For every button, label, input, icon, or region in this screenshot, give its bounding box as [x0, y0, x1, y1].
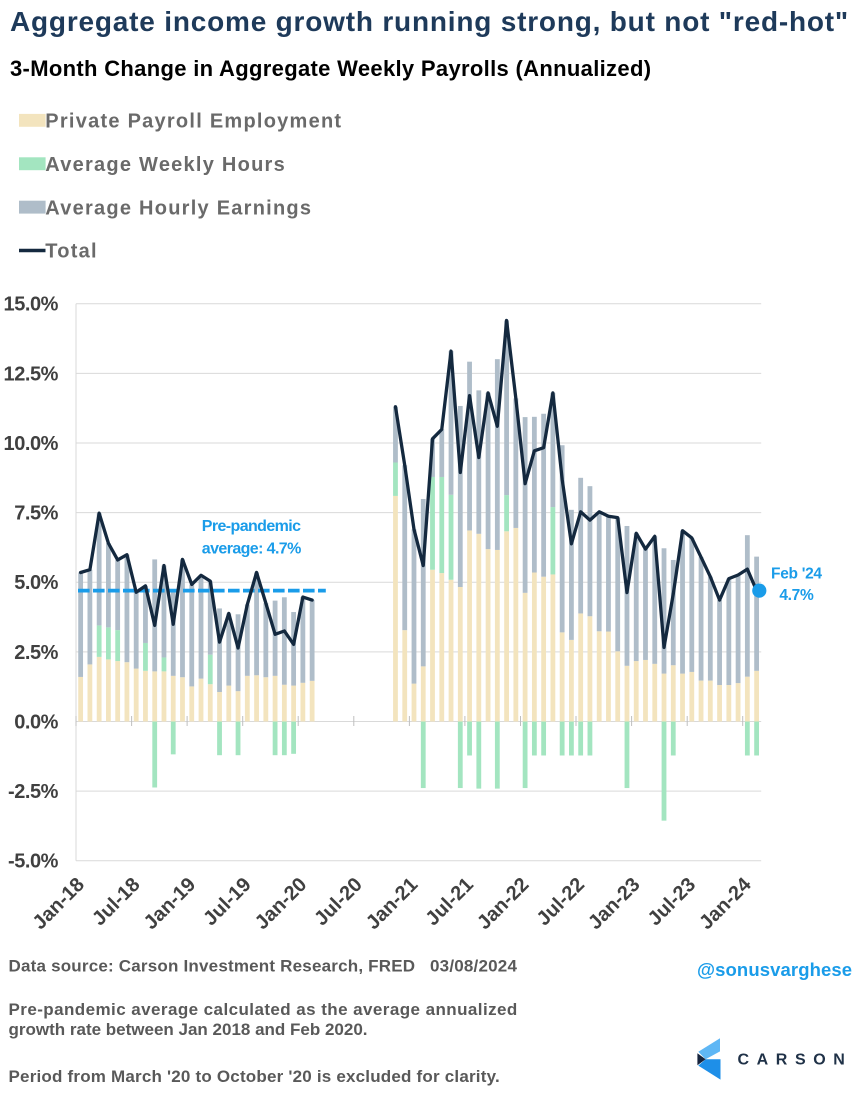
svg-text:12.5%: 12.5%	[4, 363, 59, 385]
svg-text:15.0%: 15.0%	[4, 294, 59, 316]
svg-text:0.0%: 0.0%	[14, 711, 58, 733]
svg-text:3-Month Change in Aggregate We: 3-Month Change in Aggregate Weekly Payro…	[10, 56, 651, 81]
svg-text:average: 4.7%: average: 4.7%	[202, 540, 301, 557]
svg-text:Feb '24: Feb '24	[771, 566, 822, 583]
svg-text:CARSON: CARSON	[738, 1052, 853, 1069]
svg-text:Average Hourly Earnings: Average Hourly Earnings	[45, 197, 312, 219]
svg-text:growth rate between Jan 2018 a: growth rate between Jan 2018 and Feb 202…	[9, 1020, 368, 1039]
svg-text:Aggregate income growth runnin: Aggregate income growth running strong, …	[10, 6, 849, 37]
svg-text:Private Payroll Employment: Private Payroll Employment	[45, 111, 342, 133]
svg-text:4.7%: 4.7%	[779, 587, 814, 604]
svg-text:2.5%: 2.5%	[14, 642, 58, 664]
svg-text:7.5%: 7.5%	[14, 503, 58, 525]
svg-text:Average Weekly Hours: Average Weekly Hours	[45, 154, 286, 176]
svg-text:Period from March '20 to Octob: Period from March '20 to October '20 is …	[9, 1067, 500, 1086]
svg-text:Pre-pandemic: Pre-pandemic	[202, 518, 301, 535]
svg-text:Total: Total	[45, 241, 98, 263]
svg-text:Pre-pandemic average calculate: Pre-pandemic average calculated as the a…	[9, 1000, 518, 1019]
svg-text:-5.0%: -5.0%	[8, 851, 59, 873]
svg-text:5.0%: 5.0%	[14, 572, 58, 594]
svg-text:10.0%: 10.0%	[4, 433, 59, 455]
svg-text:Data source: Carson Investment: Data source: Carson Investment Research,…	[9, 956, 518, 975]
svg-text:@sonusvarghese: @sonusvarghese	[697, 959, 852, 980]
svg-text:-2.5%: -2.5%	[8, 781, 59, 803]
